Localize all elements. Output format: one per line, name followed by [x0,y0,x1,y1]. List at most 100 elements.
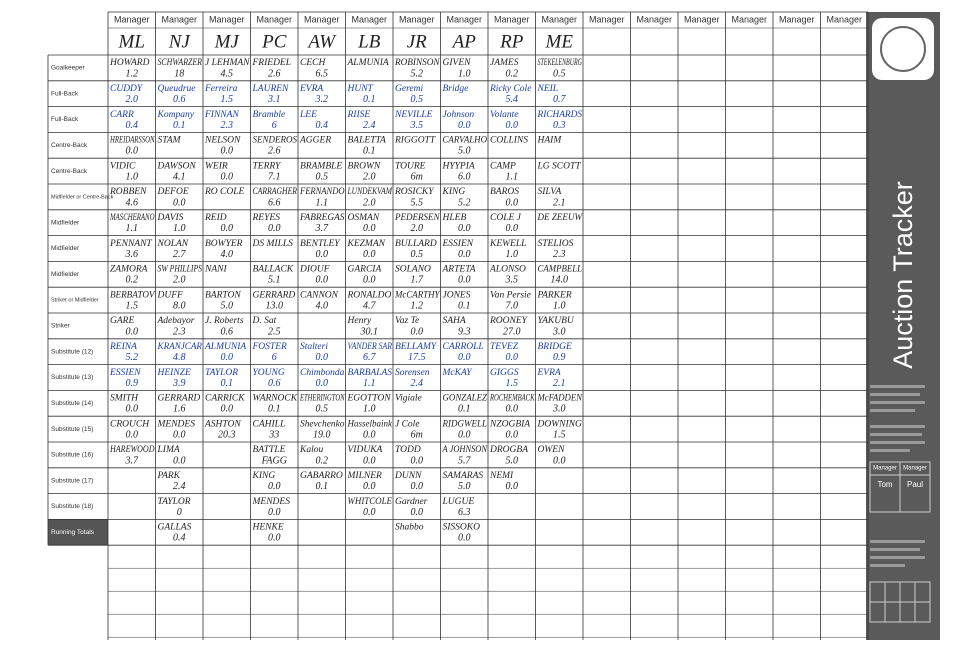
player-name: BERBATOV [110,290,156,300]
player-name: CAMP [490,161,516,171]
player-price: 5.2 [458,197,471,208]
position-label: Midfielder or Centre-Back [51,194,114,200]
player-price: 1.2 [126,68,139,79]
player-name: FERNANDO [299,187,345,197]
player-price: 2.4 [173,481,186,492]
player-name: GIGGS [490,368,519,378]
player-name: McCARTHY [394,290,441,300]
player-price: 0.0 [411,481,424,492]
player-price: 0.2 [126,275,139,286]
player-name: BROWN [348,161,381,171]
player-name: FABREGAS [299,213,345,223]
player-price: 4.1 [173,171,186,182]
player-name: COLE J [490,213,522,223]
player-price: 2.0 [411,223,424,234]
player-price: 0.0 [363,507,376,518]
player-name: VIDUKA [348,445,383,455]
player-price: 0.1 [268,404,281,415]
player-price: 0.0 [506,223,519,234]
panel-title: Auction Tracker [888,181,918,369]
manager-header: Manager [731,14,767,24]
player-price: 0.0 [363,481,376,492]
panel-example-grid [869,461,931,623]
player-name: KING [442,187,466,197]
player-price: 0.0 [268,481,281,492]
player-price: 1.6 [173,404,186,415]
player-price: 0.4 [126,120,139,131]
player-name: WEIR [205,161,228,171]
panel-example-header: Manager [903,466,927,472]
player-price: 3.7 [125,455,140,466]
player-name: D. Sat [252,316,277,326]
manager-header: Manager [589,14,625,24]
player-price: 0.0 [506,404,519,415]
player-price: 6.0 [458,171,471,182]
player-name: GARE [110,316,134,326]
manager-header: Manager [161,14,197,24]
player-name: BULLARD [395,239,437,249]
player-name: ROCHEMBACK [489,394,535,404]
position-label: Centre-Back [51,168,88,175]
player-price: 0.0 [221,171,234,182]
player-name: RICHARDS [537,110,583,120]
position-label: Midfielder [51,219,80,226]
player-name: AGGER [299,136,331,146]
player-price: 2.3 [221,120,234,131]
player-price: 0.0 [363,223,376,234]
player-price: 7.1 [268,171,281,182]
player-price: 14.0 [551,275,569,286]
player-price: 0.1 [316,481,329,492]
player-name: TAYLOR [205,368,238,378]
player-name: SAMARAS [443,471,484,481]
panel-example-name: Tom [877,480,892,489]
player-name: Stalteri [300,342,328,352]
player-price: 2.1 [553,197,566,208]
player-price: 6.3 [458,507,471,518]
player-price: 0.0 [173,429,186,440]
player-price: 9.3 [458,326,471,337]
position-label: Substitute (16) [51,452,93,459]
player-price: 2.6 [268,146,281,157]
player-name: NELSON [204,136,241,146]
player-price: 0.0 [363,249,376,260]
player-price: 0.9 [553,352,566,363]
player-name: GIVEN [443,58,472,68]
player-name: SAHA [443,316,466,326]
manager-header: Manager [684,14,720,24]
manager-initials: AW [306,31,337,52]
player-price: 4.5 [221,68,234,79]
player-price: 0 [177,507,182,518]
player-name: FOSTER [252,342,288,352]
player-name: SENDEROS [253,136,298,146]
player-name: Geremi [395,84,423,94]
player-price: 1.1 [316,197,329,208]
player-price: 4.6 [126,197,139,208]
player-price: 0.5 [411,249,424,260]
player-name: OWEN [538,445,566,455]
player-name: HENKE [252,523,284,533]
player-price: 0.1 [173,120,186,131]
player-price: 7.0 [506,300,519,311]
player-name: EVRA [537,368,561,378]
player-name: McKAY [442,368,474,378]
player-name: HAIM [537,136,563,146]
player-name: MENDES [157,419,196,429]
player-name: KRANJCAR [157,342,203,352]
player-name: YOUNG [253,368,285,378]
player-name: DEFOE [157,187,189,197]
player-name: HYYPIA [442,161,475,171]
player-name: WHITCOLE [348,497,393,507]
player-price: 0.6 [221,326,234,337]
position-label: Substitute (15) [51,426,93,433]
player-price: 0.7 [553,94,567,105]
player-name: SMITH [110,394,139,404]
player-price: 0.0 [126,326,139,337]
manager-header: Manager [209,14,245,24]
position-label: Goalkeeper [51,65,85,72]
player-name: TEVEZ [490,342,519,352]
position-label: Substitute (12) [51,348,93,355]
player-name: Shabbo [395,523,424,533]
player-name: Vigiale [395,394,422,404]
player-name: REID [204,213,227,223]
player-price: 3.7 [315,223,330,234]
